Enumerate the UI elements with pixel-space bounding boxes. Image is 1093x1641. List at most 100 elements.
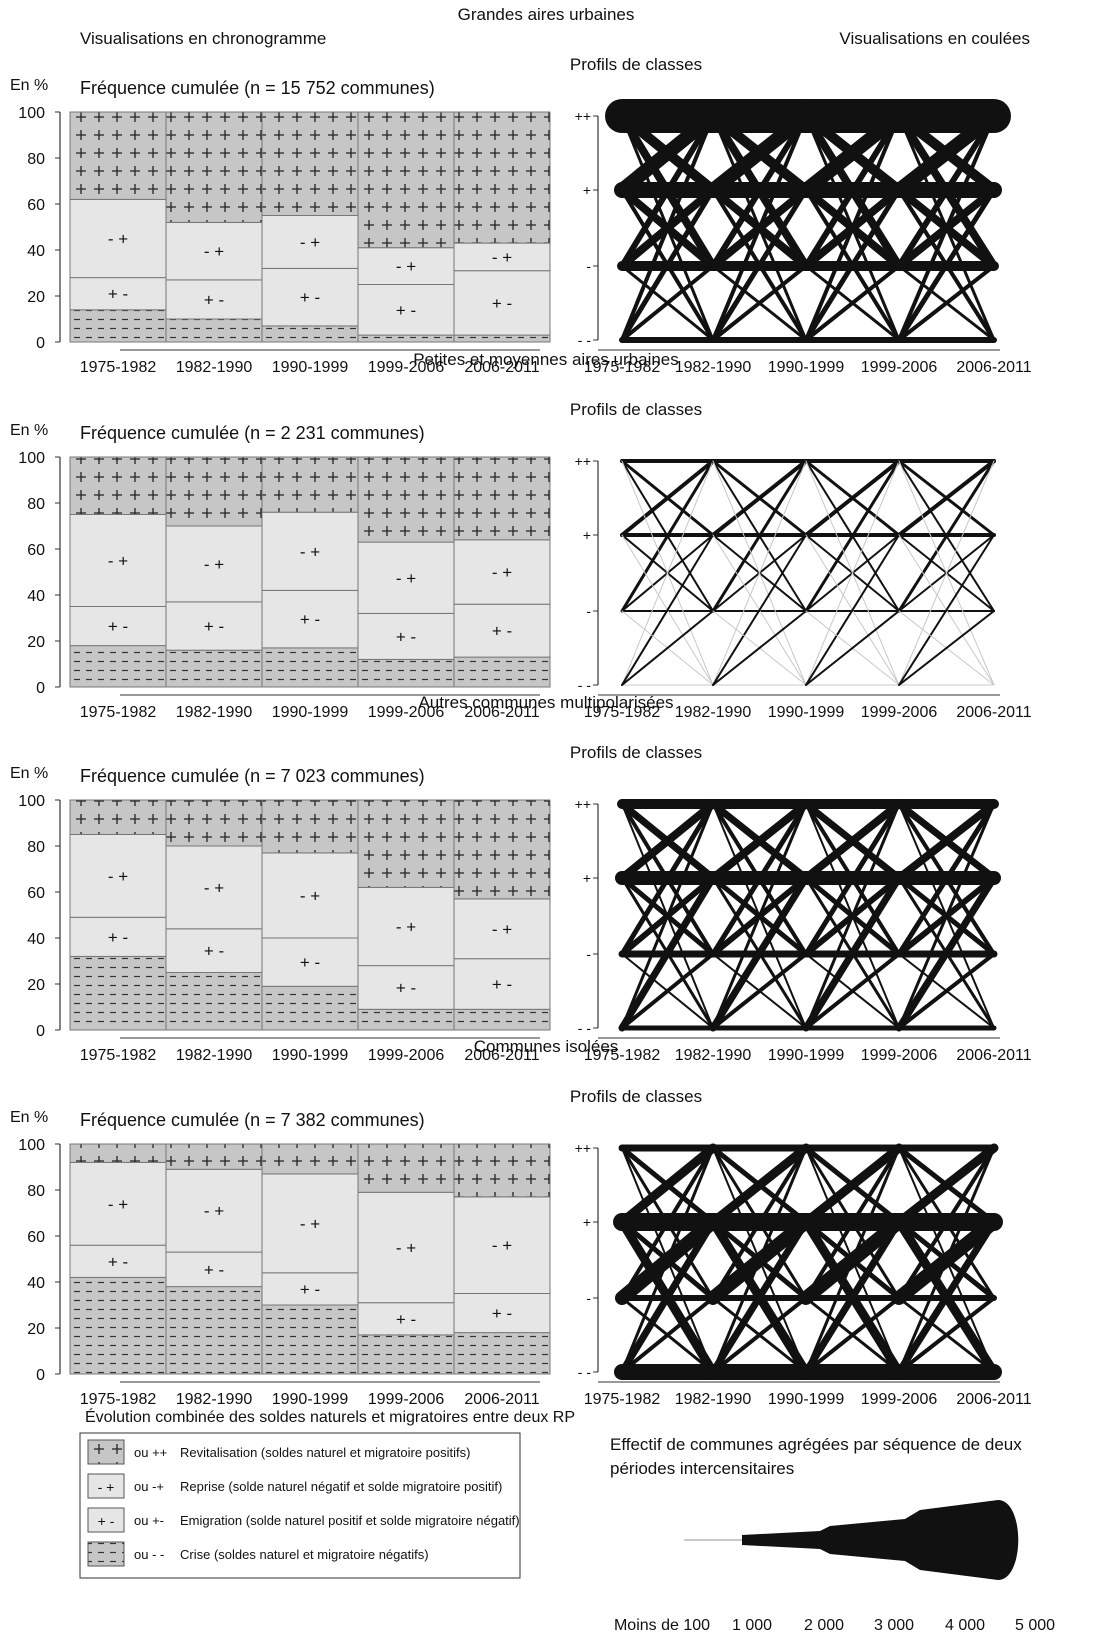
segment-label: + - [204, 617, 224, 636]
flow-line [709, 800, 810, 882]
x-tick-label: 1999-2006 [368, 704, 445, 721]
flow-line [617, 1143, 718, 1227]
flow-line [898, 610, 995, 686]
flow-line [803, 187, 902, 343]
y-tick-label: 0 [36, 1367, 45, 1384]
bar-segment [165, 1143, 263, 1170]
y-unit-label: En % [10, 77, 48, 94]
flow-line [802, 800, 903, 882]
legend-box [79, 1432, 521, 1579]
segment-label: - + [492, 1236, 512, 1255]
segment-label: - + [492, 248, 512, 267]
x-tick-label: 1999-2006 [368, 1391, 445, 1408]
legend-item-text: Crise (soldes naturel et migratoire néga… [180, 1547, 429, 1562]
size-legend-title-2: périodes intercensitaires [610, 1459, 794, 1478]
flow-line [711, 264, 808, 342]
legend-item-text: Revitalisation (soldes naturel et migrat… [180, 1445, 470, 1460]
segment-label: - + [396, 918, 416, 937]
flow-line [897, 459, 996, 537]
flow-line [895, 874, 998, 1032]
y-tick-label: 20 [27, 634, 45, 651]
profile-class-label: ++ [575, 1140, 591, 1156]
bar-segment [357, 334, 455, 343]
profile-title: Profils de classes [570, 1087, 702, 1106]
panel-title: Autres communes multipolarisées [418, 693, 673, 712]
x-tick-label: 1999-2006 [368, 359, 445, 376]
flow-line [805, 534, 900, 686]
size-label: 4 000 [945, 1617, 985, 1634]
flow-line [804, 952, 901, 1030]
flow-line [615, 109, 720, 197]
segment-label: - + [492, 920, 512, 939]
x-tick-label: 2006-2011 [464, 704, 539, 721]
bar-segment [357, 1334, 455, 1375]
bar-segment [453, 111, 551, 244]
bar-segment [357, 1302, 455, 1336]
flow-line [895, 1218, 998, 1376]
segment-label: - + [204, 878, 224, 897]
y-tick-label: 100 [18, 793, 45, 810]
segment-label: - + [300, 542, 320, 561]
flow-line [802, 874, 903, 1032]
flow-line [711, 459, 808, 537]
flow-line [897, 802, 996, 1030]
profile-x-label: 2006-2011 [956, 359, 1031, 376]
flow-line [620, 802, 715, 1030]
y-tick-label: 60 [27, 1229, 45, 1246]
flow-line [897, 952, 996, 1030]
panel-2: Petites et moyennes aires urbaines Fréque… [10, 350, 1032, 721]
segment-label: - + [300, 1214, 320, 1233]
profile-x-label: 1975-1982 [584, 359, 661, 376]
segment-label: - + [204, 242, 224, 261]
panel-title: Communes isolées [474, 1037, 619, 1056]
flow-line [621, 610, 714, 686]
flow-line [892, 109, 1001, 197]
profile-class-label: + [583, 870, 591, 886]
flow-line [619, 801, 716, 957]
bar-segment [357, 612, 455, 660]
flow-line [711, 1146, 808, 1374]
profile-x-label: 2006-2011 [956, 704, 1031, 721]
y-tick-label: 60 [27, 885, 45, 902]
bar-segment [261, 799, 359, 854]
flow-line [620, 1146, 715, 1300]
flow-line [712, 460, 807, 686]
y-tick-label: 20 [27, 289, 45, 306]
x-tick-label: 1975-1982 [80, 359, 157, 376]
flow-line [804, 1296, 901, 1374]
bar-segment [69, 799, 167, 835]
size-label: 3 000 [874, 1617, 914, 1634]
flow-line [711, 952, 808, 1030]
x-tick-label: 1990-1999 [272, 1047, 349, 1064]
flow-line [804, 114, 901, 342]
legend-swatch [87, 1541, 125, 1567]
flow-line [897, 1146, 996, 1300]
x-tick-label: 1999-2006 [368, 1047, 445, 1064]
segment-label: + - [396, 978, 416, 997]
y-tick-label: 100 [18, 1137, 45, 1154]
flow-line [620, 114, 715, 342]
segment-label: + - [108, 617, 128, 636]
flow-line [710, 801, 809, 957]
flow-line [709, 874, 810, 1032]
flow-line [620, 952, 715, 1030]
flow-line [897, 1146, 996, 1374]
profile-x-label: 1975-1982 [584, 704, 661, 721]
bar-segment [357, 111, 455, 249]
flow-line [621, 460, 714, 686]
size-label: 2 000 [804, 1617, 844, 1634]
flow-line [706, 109, 813, 197]
y-tick-label: 40 [27, 1275, 45, 1292]
bar-segment [357, 1008, 455, 1031]
bar-segment [165, 111, 263, 223]
bar-segment [261, 1173, 359, 1274]
x-tick-label: 1982-1990 [176, 359, 253, 376]
flow-line [620, 1296, 715, 1374]
coulee-section-title: Visualisations en coulées [839, 29, 1030, 48]
profile-x-label: 1990-1999 [768, 704, 845, 721]
x-tick-label: 1975-1982 [80, 704, 157, 721]
flow-line [710, 187, 809, 343]
bar-segment [261, 589, 359, 649]
profile-class-label: + [583, 527, 591, 543]
bar-segment [453, 656, 551, 688]
